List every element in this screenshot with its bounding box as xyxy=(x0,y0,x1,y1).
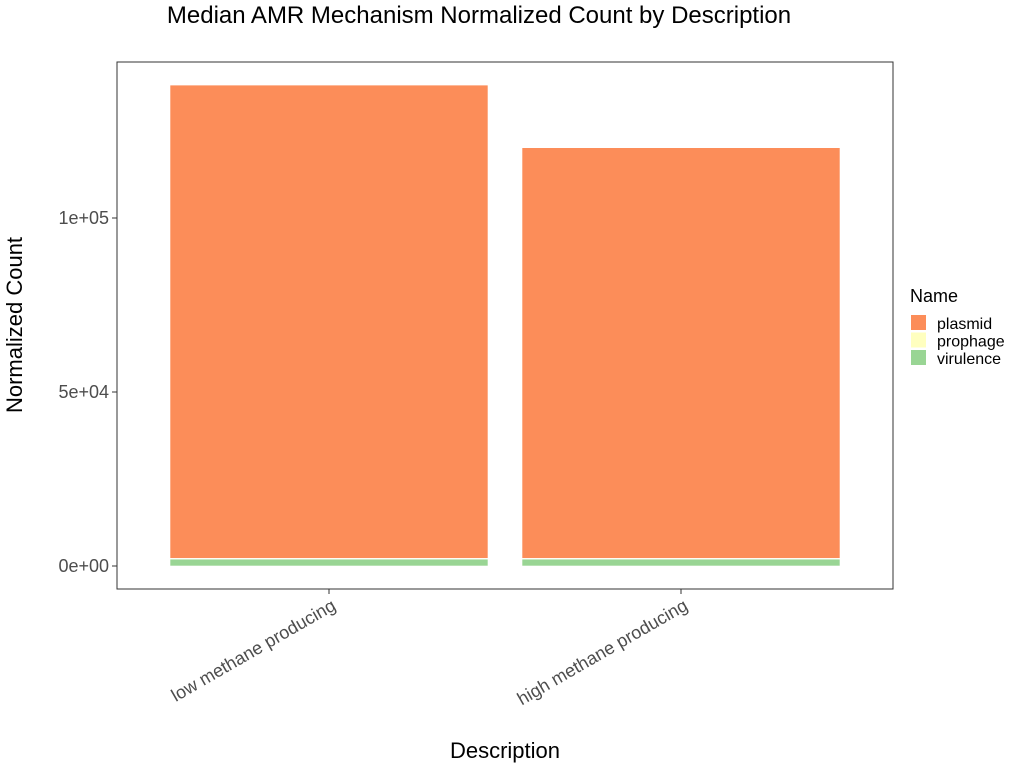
x-tick-label: low methane producing xyxy=(168,595,339,705)
bar-virulence-high xyxy=(521,558,841,567)
x-axis-title: Description xyxy=(450,738,560,763)
y-tick-label: 5e+04 xyxy=(58,382,109,402)
y-tick-label: 1e+05 xyxy=(58,208,109,228)
y-axis-title: Normalized Count xyxy=(2,237,27,413)
legend-label-prophage: prophage xyxy=(937,334,1005,351)
legend-swatch-virulence xyxy=(911,350,926,365)
y-tick-label: 0e+00 xyxy=(58,556,109,576)
legend-swatch-prophage xyxy=(911,332,926,348)
legend-label-virulence: virulence xyxy=(937,351,1001,368)
y-axis: 0e+00 5e+04 1e+05 xyxy=(58,208,117,576)
legend-label-plasmid: plasmid xyxy=(937,316,992,333)
legend-swatch-plasmid xyxy=(911,315,926,330)
bar-virulence-low xyxy=(169,558,489,567)
x-tick-label: high methane producing xyxy=(514,595,691,709)
chart-title: Median AMR Mechanism Normalized Count by… xyxy=(167,2,791,29)
bar-plasmid-low xyxy=(169,84,489,559)
bar-plasmid-high xyxy=(521,147,841,559)
bars-group xyxy=(169,84,841,567)
x-axis: low methane producing high methane produc… xyxy=(168,589,691,709)
legend-title: Name xyxy=(910,286,958,306)
